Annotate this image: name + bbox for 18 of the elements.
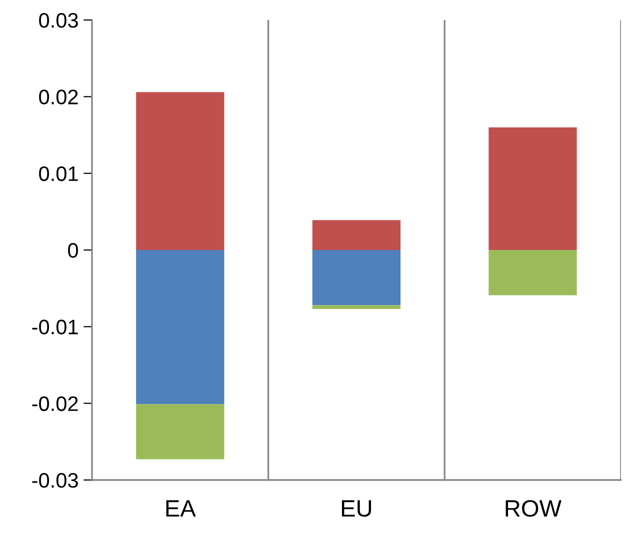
bar [312, 250, 401, 306]
bar [488, 127, 577, 250]
y-tick-label: 0.03 [39, 13, 78, 28]
bar [312, 305, 401, 310]
bar [136, 404, 224, 460]
y-tick-label: 0.01 [39, 166, 78, 182]
bar [136, 250, 224, 404]
y-tick-label: 0.02 [39, 90, 78, 104]
bar [312, 220, 401, 250]
bar [488, 250, 577, 296]
bar [136, 92, 224, 250]
y-tick-label: -0.02 [32, 396, 78, 412]
x-tick-label: ROW [506, 500, 562, 517]
x-tick-label: EU [342, 500, 372, 517]
y-tick-label: 0 [68, 243, 78, 258]
y-tick-label: -0.01 [32, 320, 78, 334]
x-tick-label: EA [166, 500, 196, 517]
y-tick-label: -0.03 [32, 473, 78, 488]
